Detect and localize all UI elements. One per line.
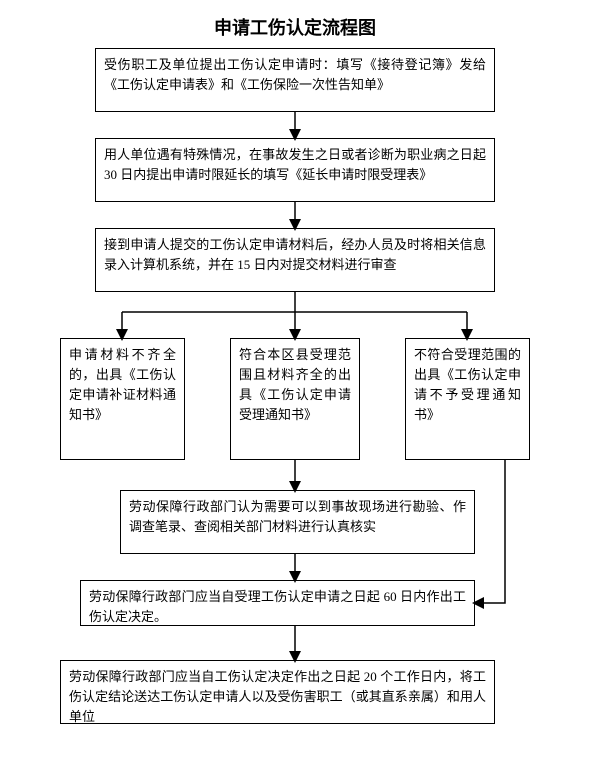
page-title: 申请工伤认定流程图 (0, 0, 590, 50)
flow-node-n3: 接到申请人提交的工伤认定申请材料后，经办人员及时将相关信息录入计算机系统，并在 … (95, 228, 495, 292)
flow-node-n5: 劳动保障行政部门认为需要可以到事故现场进行勘验、作调查笔录、查阅相关部门材料进行… (120, 490, 475, 554)
flow-node-n4c: 不符合受理范围的出具《工伤认定申请不予受理通知书》 (405, 338, 530, 460)
flow-node-n4b: 符合本区县受理范围且材料齐全的出具《工伤认定申请受理通知书》 (230, 338, 360, 460)
flow-node-n4a: 申请材料不齐全的，出具《工伤认定申请补证材料通知书》 (60, 338, 185, 460)
flow-node-n7: 劳动保障行政部门应当自工伤认定决定作出之日起 20 个工作日内，将工伤认定结论送… (60, 660, 495, 724)
flow-node-n2: 用人单位遇有特殊情况，在事故发生之日或者诊断为职业病之日起 30 日内提出申请时… (95, 138, 495, 202)
edge-n4c-n6 (475, 460, 505, 603)
flow-node-n1: 受伤职工及单位提出工伤认定申请时：填写《接待登记簿》发给《工伤认定申请表》和《工… (95, 48, 495, 112)
flow-node-n6: 劳动保障行政部门应当自受理工伤认定申请之日起 60 日内作出工伤认定决定。 (80, 580, 475, 626)
